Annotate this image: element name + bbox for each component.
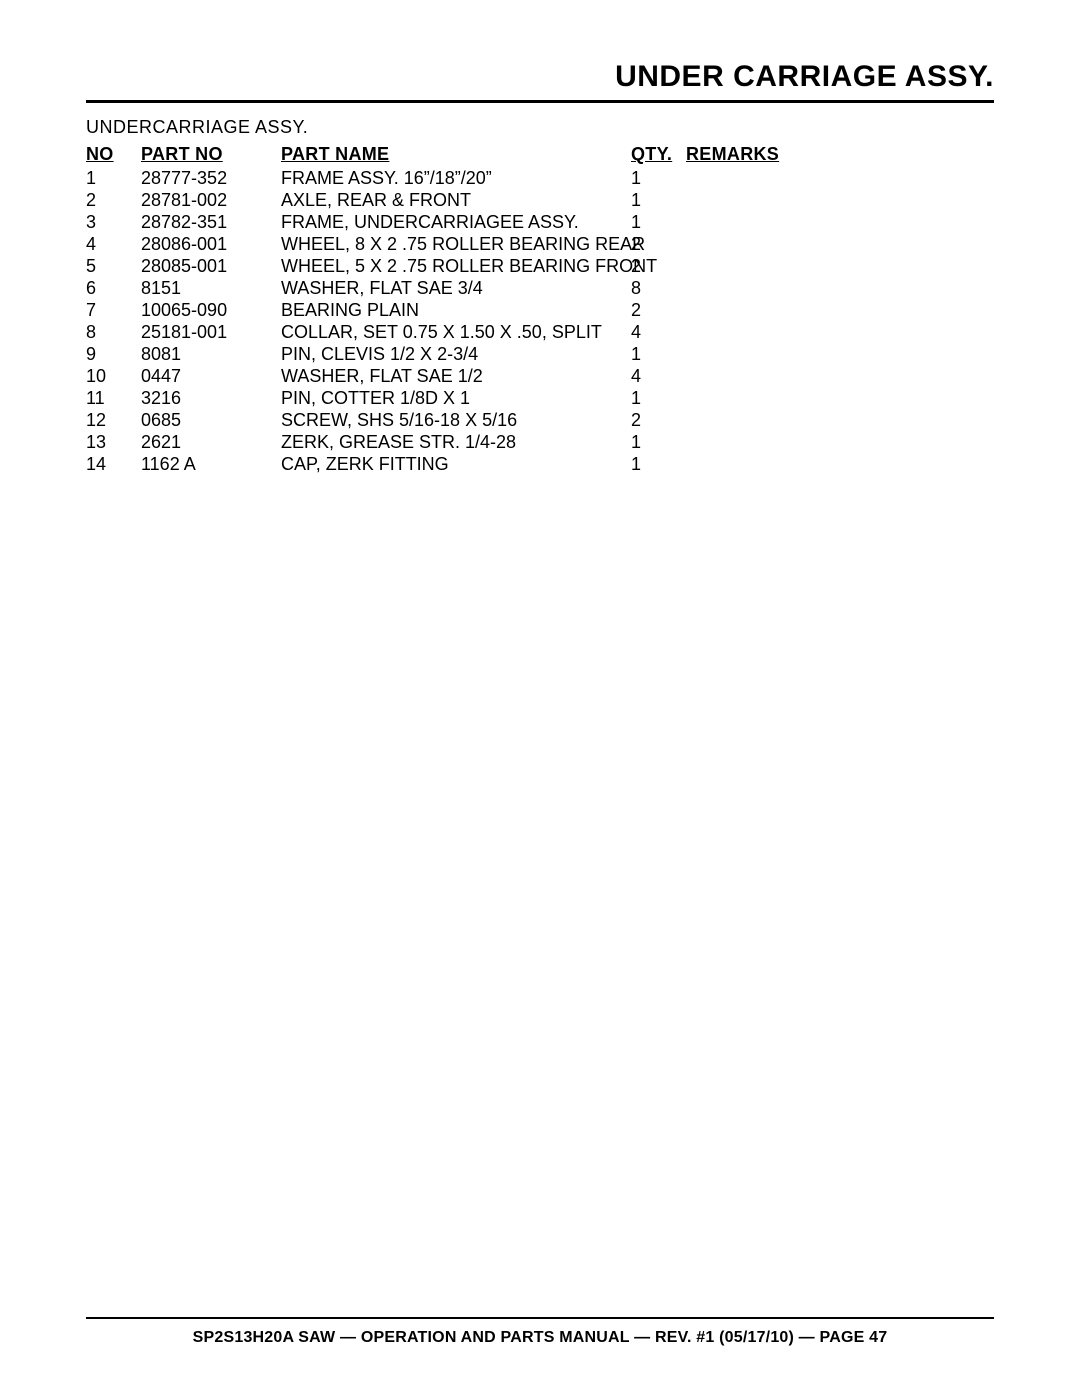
table-row: 328782-351FRAME, UNDERCARRIAGEE ASSY.1 (86, 211, 994, 233)
title-rule (86, 100, 994, 103)
footer-text: SP2S13H20A SAW — OPERATION AND PARTS MAN… (86, 1329, 994, 1347)
page: UNDER CARRIAGE ASSY. UNDERCARRIAGE ASSY.… (0, 0, 1080, 1397)
cell-part_name: BEARING PLAIN (281, 299, 631, 321)
cell-part_no: 10065-090 (141, 299, 281, 321)
cell-part_name: WASHER, FLAT SAE 3/4 (281, 277, 631, 299)
cell-qty: 4 (631, 321, 686, 343)
table-header-row: NO PART NO PART NAME QTY. REMARKS (86, 144, 994, 167)
cell-no: 11 (86, 387, 141, 409)
cell-no: 10 (86, 365, 141, 387)
cell-part_name: COLLAR, SET 0.75 X 1.50 X .50, SPLIT (281, 321, 631, 343)
cell-qty: 2 (631, 409, 686, 431)
cell-no: 1 (86, 167, 141, 189)
table-row: 825181-001COLLAR, SET 0.75 X 1.50 X .50,… (86, 321, 994, 343)
cell-remarks (686, 343, 994, 365)
table-row: 428086-001WHEEL, 8 X 2 .75 ROLLER BEARIN… (86, 233, 994, 255)
col-qty: QTY. (631, 144, 686, 167)
cell-part_name: ZERK, GREASE STR. 1/4-28 (281, 431, 631, 453)
cell-part_no: 8151 (141, 277, 281, 299)
page-footer: SP2S13H20A SAW — OPERATION AND PARTS MAN… (86, 1317, 994, 1347)
cell-remarks (686, 409, 994, 431)
cell-remarks (686, 255, 994, 277)
table-row: 132621ZERK, GREASE STR. 1/4-281 (86, 431, 994, 453)
cell-part_no: 3216 (141, 387, 281, 409)
parts-table: NO PART NO PART NAME QTY. REMARKS 128777… (86, 144, 994, 475)
cell-no: 6 (86, 277, 141, 299)
cell-remarks (686, 321, 994, 343)
cell-part_no: 25181-001 (141, 321, 281, 343)
cell-part_name: SCREW, SHS 5/16-18 X 5/16 (281, 409, 631, 431)
footer-rule (86, 1317, 994, 1319)
cell-qty: 2 (631, 255, 686, 277)
cell-qty: 1 (631, 343, 686, 365)
cell-part_no: 1162 A (141, 453, 281, 475)
cell-part_no: 28085-001 (141, 255, 281, 277)
cell-remarks (686, 365, 994, 387)
cell-no: 14 (86, 453, 141, 475)
cell-qty: 8 (631, 277, 686, 299)
table-row: 528085-001WHEEL, 5 X 2 .75 ROLLER BEARIN… (86, 255, 994, 277)
cell-qty: 4 (631, 365, 686, 387)
cell-part_name: CAP, ZERK FITTING (281, 453, 631, 475)
cell-part_name: AXLE, REAR & FRONT (281, 189, 631, 211)
cell-qty: 2 (631, 299, 686, 321)
cell-no: 7 (86, 299, 141, 321)
cell-part_name: PIN, CLEVIS 1/2 X 2-3/4 (281, 343, 631, 365)
cell-remarks (686, 277, 994, 299)
cell-qty: 1 (631, 211, 686, 233)
cell-qty: 1 (631, 387, 686, 409)
col-remarks: REMARKS (686, 144, 994, 167)
cell-remarks (686, 211, 994, 233)
cell-qty: 1 (631, 189, 686, 211)
col-part-name: PART NAME (281, 144, 631, 167)
table-row: 98081PIN, CLEVIS 1/2 X 2-3/41 (86, 343, 994, 365)
table-row: 710065-090BEARING PLAIN2 (86, 299, 994, 321)
cell-no: 13 (86, 431, 141, 453)
cell-qty: 1 (631, 431, 686, 453)
cell-part_no: 28781-002 (141, 189, 281, 211)
cell-no: 3 (86, 211, 141, 233)
cell-no: 9 (86, 343, 141, 365)
cell-remarks (686, 233, 994, 255)
cell-part_no: 28086-001 (141, 233, 281, 255)
cell-part_name: WHEEL, 8 X 2 .75 ROLLER BEARING REAR (281, 233, 631, 255)
cell-no: 12 (86, 409, 141, 431)
cell-qty: 1 (631, 167, 686, 189)
table-row: 120685SCREW, SHS 5/16-18 X 5/162 (86, 409, 994, 431)
cell-remarks (686, 387, 994, 409)
cell-part_no: 8081 (141, 343, 281, 365)
cell-remarks (686, 453, 994, 475)
cell-part_name: FRAME ASSY. 16”/18”/20” (281, 167, 631, 189)
section-subtitle: UNDERCARRIAGE ASSY. (86, 117, 994, 138)
cell-part_no: 0685 (141, 409, 281, 431)
table-row: 128777-352FRAME ASSY. 16”/18”/20”1 (86, 167, 994, 189)
cell-qty: 2 (631, 233, 686, 255)
cell-remarks (686, 167, 994, 189)
cell-no: 2 (86, 189, 141, 211)
cell-no: 8 (86, 321, 141, 343)
cell-no: 5 (86, 255, 141, 277)
col-part-no: PART NO (141, 144, 281, 167)
cell-part_no: 2621 (141, 431, 281, 453)
cell-no: 4 (86, 233, 141, 255)
cell-part_name: WHEEL, 5 X 2 .75 ROLLER BEARING FRONT (281, 255, 631, 277)
col-no: NO (86, 144, 141, 167)
cell-part_name: WASHER, FLAT SAE 1/2 (281, 365, 631, 387)
cell-part_no: 28777-352 (141, 167, 281, 189)
cell-remarks (686, 299, 994, 321)
cell-part_no: 0447 (141, 365, 281, 387)
cell-part_name: FRAME, UNDERCARRIAGEE ASSY. (281, 211, 631, 233)
table-row: 141162 ACAP, ZERK FITTING1 (86, 453, 994, 475)
cell-part_name: PIN, COTTER 1/8D X 1 (281, 387, 631, 409)
cell-qty: 1 (631, 453, 686, 475)
table-row: 100447WASHER, FLAT SAE 1/24 (86, 365, 994, 387)
table-row: 113216PIN, COTTER 1/8D X 11 (86, 387, 994, 409)
cell-part_no: 28782-351 (141, 211, 281, 233)
cell-remarks (686, 431, 994, 453)
cell-remarks (686, 189, 994, 211)
table-row: 228781-002AXLE, REAR & FRONT1 (86, 189, 994, 211)
page-title: UNDER CARRIAGE ASSY. (86, 60, 994, 100)
table-row: 68151WASHER, FLAT SAE 3/48 (86, 277, 994, 299)
